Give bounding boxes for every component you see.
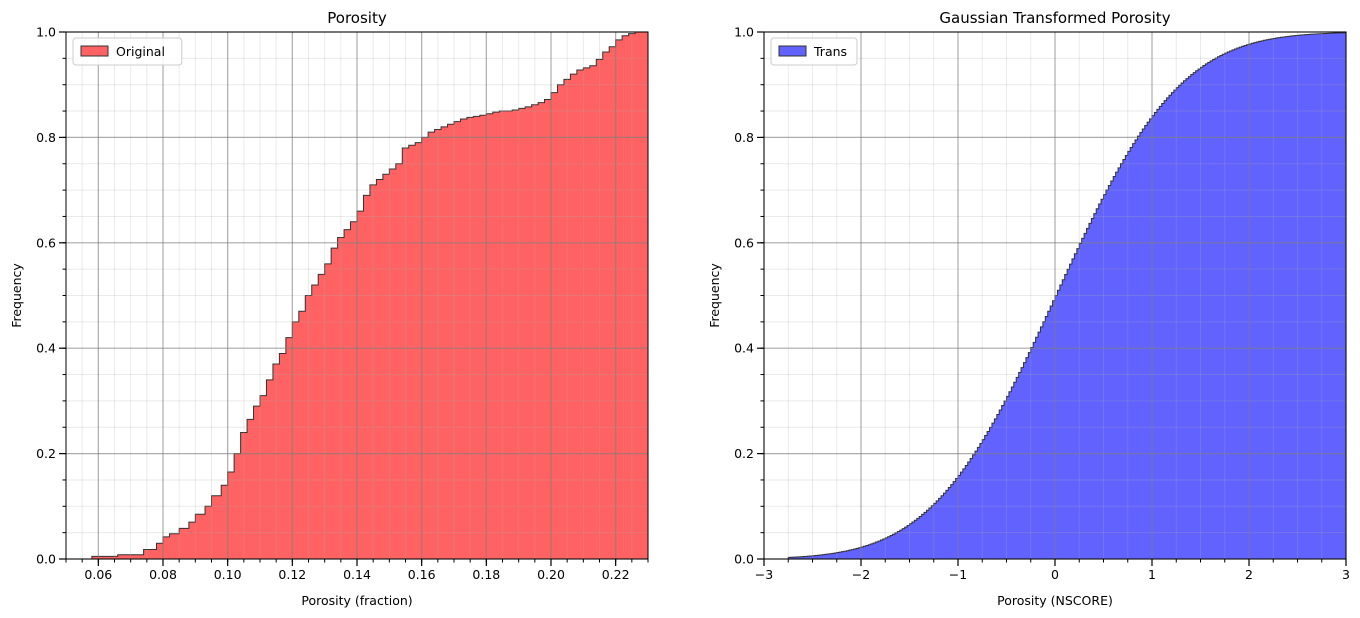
- right-chart-gaussian-transformed: −3 −2 −1 0 1 2 3 0.0 0.2 0.4 0.6 0.8 1.0 Gaussian Tra…: [707, 9, 1350, 608]
- right-legend-swatch: [778, 45, 807, 57]
- left-xtick-label: 0.20: [537, 567, 565, 582]
- left-xtick-label: 0.22: [602, 567, 630, 582]
- right-series-area-trans: [788, 32, 1346, 559]
- left-ytick-label: 0.0: [36, 552, 56, 567]
- right-series-edge: [787, 32, 1346, 559]
- left-ytick-label: 0.2: [36, 446, 56, 461]
- left-grid: [65, 31, 649, 560]
- left-xtick-label: 0.18: [472, 567, 500, 582]
- left-y-axis-label: Frequency: [9, 263, 24, 328]
- right-xtick-label: 1: [1148, 567, 1156, 582]
- right-legend-box: [770, 37, 858, 66]
- left-legend-box: [72, 37, 183, 66]
- left-xtick-label: 0.08: [149, 567, 177, 582]
- left-legend-label: Original: [116, 44, 165, 59]
- left-ytick-label: 0.8: [36, 130, 56, 145]
- right-xtick-label: −1: [949, 567, 967, 582]
- left-xtick-label: 0.12: [278, 567, 306, 582]
- left-ytick-label: 0.6: [36, 235, 56, 250]
- left-ytick-label: 0.4: [36, 341, 56, 356]
- left-legend-swatch: [80, 45, 109, 57]
- left-chart-title: Porosity: [327, 9, 387, 27]
- left-xtick-label: 0.16: [408, 567, 436, 582]
- right-xtick-label: −2: [852, 567, 870, 582]
- right-xtick-label: 3: [1342, 567, 1350, 582]
- left-xtick-label: 0.14: [343, 567, 371, 582]
- left-xtick-label: 0.10: [214, 567, 242, 582]
- right-grid: [763, 31, 1347, 560]
- right-ytick-label: 0.8: [734, 130, 754, 145]
- right-ytick-label: 1.0: [734, 25, 754, 40]
- right-ytick-label: 0.4: [734, 341, 754, 356]
- right-legend: Trans: [770, 37, 858, 66]
- right-xtick-label: 2: [1245, 567, 1253, 582]
- right-ytick-label: 0.0: [734, 552, 754, 567]
- left-legend: Original: [72, 37, 183, 66]
- left-chart-porosity: 0.06 0.08 0.10 0.12 0.14 0.16 0.18 0.20 0.22 0.0 0…: [9, 9, 649, 608]
- right-xtick-label: 0: [1051, 567, 1059, 582]
- right-chart-title: Gaussian Transformed Porosity: [939, 9, 1170, 27]
- left-series-area-original: [91, 32, 648, 559]
- right-x-axis-label: Porosity (NSCORE): [997, 593, 1113, 608]
- left-x-axis-label: Porosity (fraction): [301, 593, 412, 608]
- right-ytick-label: 0.6: [734, 235, 754, 250]
- right-legend-label: Trans: [813, 44, 847, 59]
- left-series-edge: [91, 32, 648, 559]
- right-ytick-label: 0.2: [734, 446, 754, 461]
- left-xtick-label: 0.06: [84, 567, 112, 582]
- right-xtick-label: −3: [755, 567, 773, 582]
- left-ytick-label: 1.0: [36, 25, 56, 40]
- right-y-axis-label: Frequency: [707, 263, 722, 328]
